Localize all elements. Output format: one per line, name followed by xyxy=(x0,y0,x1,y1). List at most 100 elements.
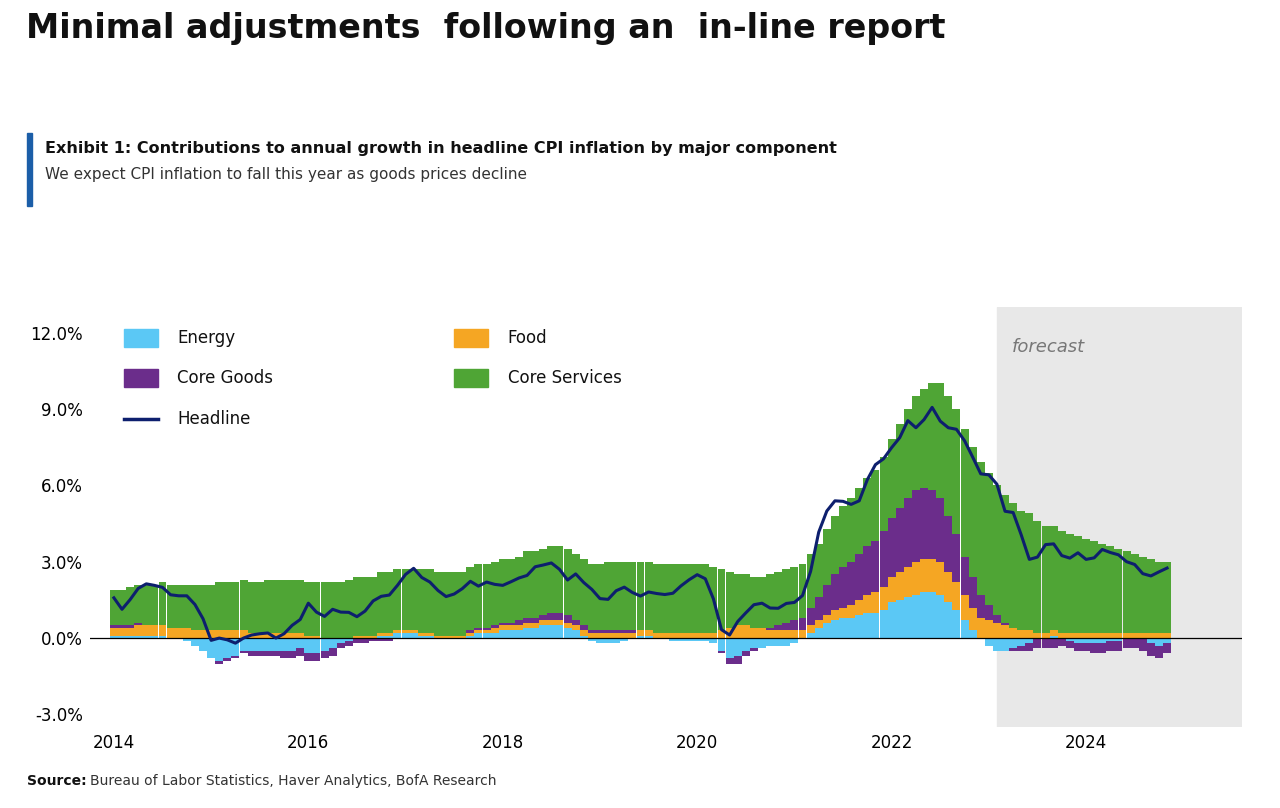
Bar xyxy=(782,623,790,630)
Bar xyxy=(572,625,580,630)
Bar xyxy=(791,630,799,638)
Bar xyxy=(1082,643,1091,650)
Bar xyxy=(653,633,660,638)
Bar xyxy=(127,628,134,636)
Bar xyxy=(718,630,726,638)
Bar xyxy=(896,600,904,638)
Bar xyxy=(936,562,945,595)
Bar xyxy=(134,625,142,636)
Bar xyxy=(767,638,774,646)
Bar xyxy=(320,638,329,650)
Bar xyxy=(1074,638,1082,643)
Bar xyxy=(296,633,305,638)
Bar xyxy=(1066,633,1074,638)
Bar xyxy=(660,633,668,638)
Bar xyxy=(378,638,385,641)
Bar xyxy=(1106,641,1115,650)
Bar xyxy=(524,628,531,638)
Bar xyxy=(264,638,271,650)
Bar xyxy=(483,633,490,638)
Bar xyxy=(175,628,183,638)
Bar xyxy=(726,572,733,628)
Bar xyxy=(872,541,879,592)
Bar xyxy=(320,582,329,638)
Bar xyxy=(515,621,524,625)
Bar xyxy=(1033,521,1042,633)
Bar xyxy=(232,656,239,659)
Bar xyxy=(815,621,823,628)
Bar xyxy=(997,307,1242,727)
Text: Exhibit 1: Contributions to annual growth in headline CPI inflation by major com: Exhibit 1: Contributions to annual growt… xyxy=(45,141,837,157)
Bar xyxy=(945,572,952,603)
Bar xyxy=(247,633,256,638)
Bar xyxy=(767,574,774,628)
Bar xyxy=(1025,630,1033,638)
Text: We expect CPI inflation to fall this year as goods prices decline: We expect CPI inflation to fall this yea… xyxy=(45,167,527,183)
Bar xyxy=(296,648,305,656)
Bar xyxy=(1074,643,1082,650)
Text: Minimal adjustments  following an  in-line report: Minimal adjustments following an in-line… xyxy=(26,12,945,45)
Bar xyxy=(1066,641,1074,648)
Bar xyxy=(694,638,701,641)
Bar xyxy=(774,625,782,630)
Bar xyxy=(191,638,198,646)
Bar xyxy=(823,615,831,623)
Bar xyxy=(791,638,799,643)
Bar xyxy=(434,572,442,636)
Bar xyxy=(1123,638,1130,648)
Bar xyxy=(782,638,790,646)
Bar xyxy=(175,585,183,628)
Bar xyxy=(1155,638,1164,646)
Bar xyxy=(402,570,410,630)
Bar xyxy=(1155,633,1164,638)
Bar xyxy=(1098,633,1106,638)
Bar xyxy=(118,590,125,625)
Bar xyxy=(1001,495,1009,623)
Bar xyxy=(911,396,920,490)
Bar xyxy=(288,650,296,659)
Bar xyxy=(223,630,232,638)
Bar xyxy=(636,630,644,636)
Bar xyxy=(669,638,677,641)
Bar xyxy=(198,630,207,638)
Bar xyxy=(329,648,337,656)
Bar xyxy=(838,608,847,617)
Bar xyxy=(733,638,741,656)
Bar xyxy=(920,559,928,592)
Bar xyxy=(151,585,159,625)
Bar xyxy=(531,617,539,623)
Bar xyxy=(621,630,628,633)
Bar xyxy=(110,625,118,628)
Bar xyxy=(742,638,750,650)
Bar xyxy=(166,628,174,638)
Bar xyxy=(1018,630,1025,638)
Bar xyxy=(977,617,984,638)
Text: Core Services: Core Services xyxy=(508,369,622,387)
Bar xyxy=(110,628,118,636)
Bar xyxy=(288,633,296,638)
Bar xyxy=(774,572,782,625)
Bar xyxy=(645,630,653,636)
Bar xyxy=(1082,633,1091,638)
Bar xyxy=(904,498,911,566)
Bar xyxy=(466,566,475,630)
Bar xyxy=(1091,638,1098,643)
Bar xyxy=(515,557,524,621)
Bar xyxy=(378,636,385,638)
Bar xyxy=(1155,562,1164,633)
Bar xyxy=(806,633,814,638)
Bar xyxy=(1042,638,1050,648)
Bar xyxy=(1025,513,1033,630)
Bar xyxy=(280,638,288,650)
Bar xyxy=(393,570,402,630)
Bar xyxy=(677,564,685,633)
Bar xyxy=(977,595,984,617)
Bar xyxy=(337,643,344,648)
Bar xyxy=(677,638,685,641)
Bar xyxy=(247,582,256,633)
Bar xyxy=(563,549,572,615)
Bar xyxy=(183,638,191,641)
Bar xyxy=(645,636,653,638)
Bar xyxy=(280,650,288,659)
Bar xyxy=(490,628,499,633)
